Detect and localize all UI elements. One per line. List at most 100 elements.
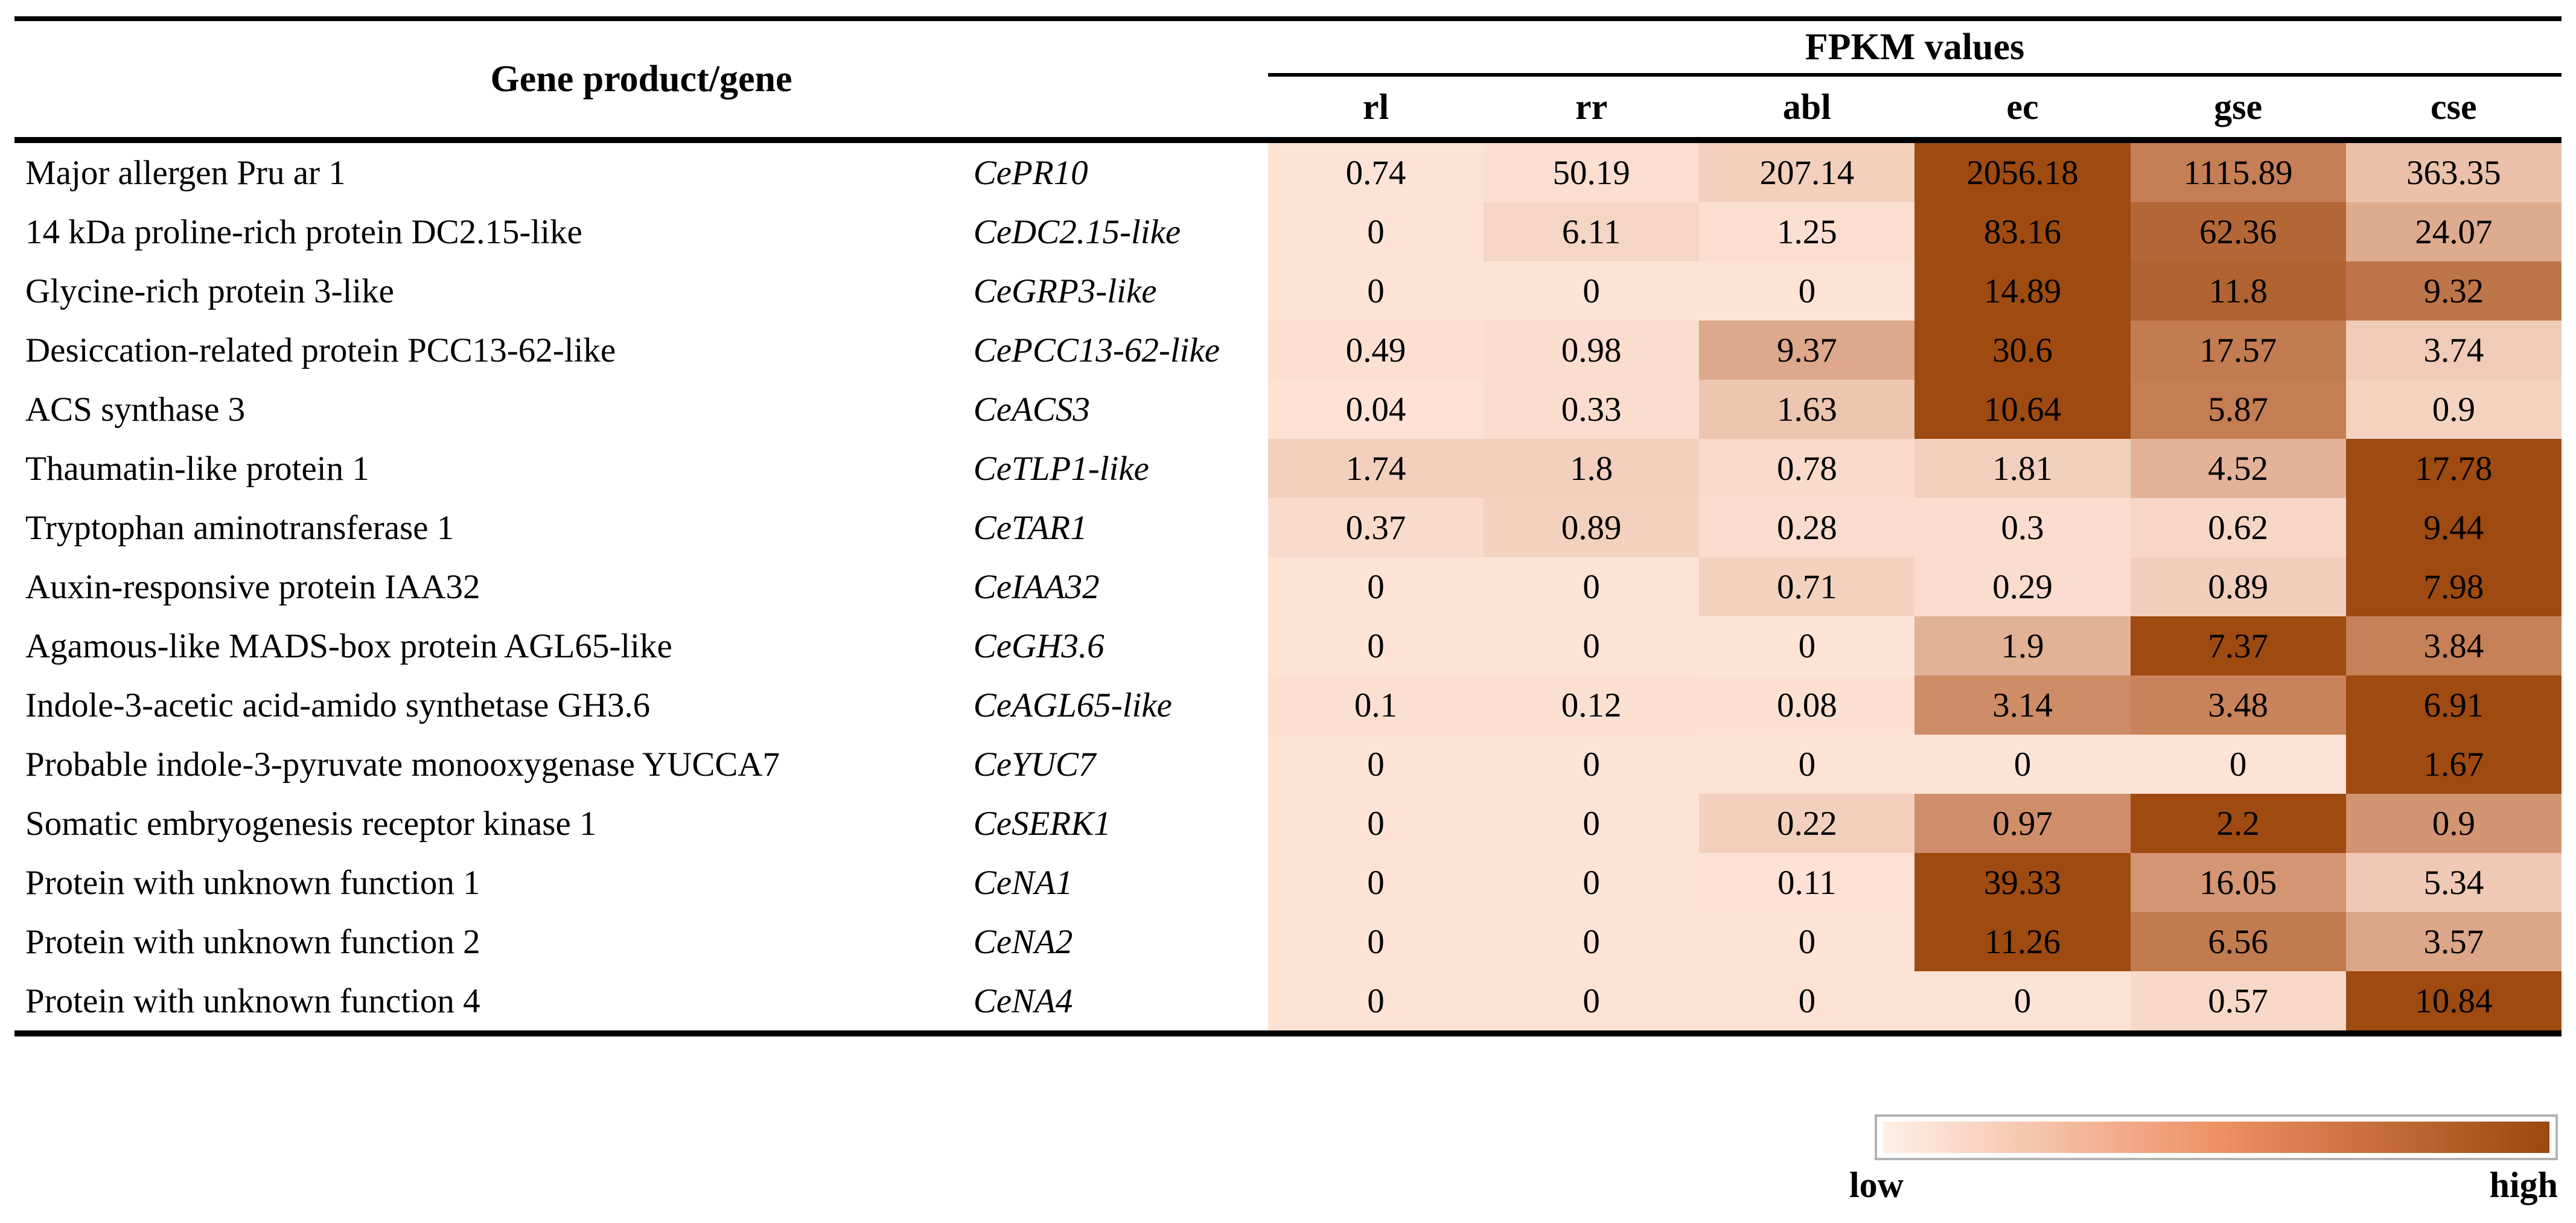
fpkm-value-cell: 1115.89	[2130, 140, 2346, 202]
fpkm-value-cell: 0.29	[1914, 557, 2131, 616]
gene-name-cell: CeSERK1	[973, 804, 1111, 843]
fpkm-value-cell: 0	[1267, 202, 1484, 261]
fpkm-value-cell: 10.84	[2345, 971, 2562, 1036]
fpkm-value-cell: 0	[1484, 616, 1700, 675]
fpkm-value-cell: 3.84	[2345, 616, 2562, 675]
fpkm-value-cell: 62.36	[2130, 202, 2346, 261]
color-scale-gradient-bar	[1883, 1122, 2549, 1153]
fpkm-value-cell: 0	[1484, 735, 1700, 794]
table-row: Indole-3-acetic acid-amido synthetase GH…	[14, 675, 2562, 735]
fpkm-column-header-rr: rr	[1484, 75, 1700, 143]
gene-product-cell: Tryptophan aminotransferase 1	[25, 508, 454, 547]
fpkm-value-cell: 0	[1484, 261, 1700, 321]
gene-product-cell: Agamous-like MADS-box protein AGL65-like	[25, 627, 672, 665]
gene-name-cell: CeAGL65-like	[973, 686, 1172, 724]
table-row: Major allergen Pru ar 1 CePR10 0.74 50.19 20…	[14, 140, 2562, 202]
gene-product-cell: Glycine-rich protein 3-like	[25, 272, 394, 310]
fpkm-value-cell: 1.8	[1484, 439, 1700, 498]
gene-name-cell: CeIAA32	[973, 567, 1100, 606]
gene-name-cell: CeDC2.15-like	[973, 212, 1181, 251]
fpkm-value-cell: 0	[1699, 971, 1915, 1036]
fpkm-value-cell: 1.25	[1699, 202, 1915, 261]
fpkm-value-cell: 0	[1267, 912, 1484, 971]
fpkm-value-cell: 24.07	[2345, 202, 2562, 261]
gene-name-cell: CePR10	[973, 153, 1088, 192]
fpkm-value-cell: 0.89	[2130, 557, 2346, 616]
fpkm-value-cell: 5.34	[2345, 853, 2562, 912]
table-row: Probable indole-3-pyruvate monooxygenase…	[14, 735, 2562, 794]
header-row-columns: rl rr abl ec gse cse	[14, 75, 2562, 143]
legend-low-label: low	[1849, 1165, 1904, 1205]
fpkm-column-header-abl: abl	[1699, 75, 1915, 143]
fpkm-value-cell: 0	[1267, 261, 1484, 321]
fpkm-value-cell: 0.9	[2345, 380, 2562, 439]
fpkm-value-cell: 0.9	[2345, 794, 2562, 853]
fpkm-value-cell: 11.8	[2130, 261, 2346, 321]
fpkm-value-cell: 0.22	[1699, 794, 1915, 853]
legend-high-label: high	[2489, 1165, 2558, 1205]
fpkm-value-cell: 0	[1267, 853, 1484, 912]
gene-product-cell: Indole-3-acetic acid-amido synthetase GH…	[25, 686, 651, 724]
fpkm-value-cell: 0	[1267, 616, 1484, 675]
gene-product-cell: Major allergen Pru ar 1	[25, 153, 346, 192]
fpkm-value-cell: 6.56	[2130, 912, 2346, 971]
fpkm-value-cell: 1.81	[1914, 439, 2131, 498]
gene-name-cell: CeTAR1	[973, 508, 1088, 547]
color-scale-legend: low high	[1849, 1114, 2558, 1205]
legend-labels: low high	[1849, 1165, 2558, 1205]
fpkm-value-cell: 3.74	[2345, 321, 2562, 380]
fpkm-value-cell: 1.67	[2345, 735, 2562, 794]
gene-name-cell: CeNA2	[973, 922, 1073, 961]
gene-name-cell: CeGRP3-like	[973, 272, 1157, 310]
fpkm-value-cell: 1.74	[1267, 439, 1484, 498]
fpkm-value-cell: 0.98	[1484, 321, 1700, 380]
fpkm-value-cell: 0.62	[2130, 498, 2346, 557]
fpkm-value-cell: 7.37	[2130, 616, 2346, 675]
gene-name-cell: CeTLP1-like	[973, 449, 1149, 488]
fpkm-value-cell: 3.14	[1914, 675, 2131, 735]
table-row: Protein with unknown function 1 CeNA1 0 0 0.…	[14, 853, 2562, 912]
fpkm-value-cell: 0	[1484, 557, 1700, 616]
fpkm-value-cell: 0	[1914, 971, 2131, 1036]
fpkm-value-cell: 0.89	[1484, 498, 1700, 557]
table-row: Desiccation-related protein PCC13-62-lik…	[14, 321, 2562, 380]
fpkm-value-cell: 0.97	[1914, 794, 2131, 853]
gene-name-cell: CeNA4	[929, 971, 1268, 1036]
fpkm-value-cell: 0	[1484, 971, 1700, 1036]
fpkm-value-cell: 0.08	[1699, 675, 1915, 735]
fpkm-column-header-gse: gse	[2130, 75, 2346, 143]
fpkm-value-cell: 7.98	[2345, 557, 2562, 616]
fpkm-value-cell: 9.44	[2345, 498, 2562, 557]
fpkm-value-cell: 0.57	[2130, 971, 2346, 1036]
gene-product-cell: ACS synthase 3	[25, 390, 246, 429]
fpkm-values-header: FPKM values	[1267, 19, 2562, 77]
gene-product-cell: Somatic embryogenesis receptor kinase 1	[25, 804, 597, 843]
fpkm-column-header-rl: rl	[1267, 75, 1484, 143]
fpkm-value-cell: 0.78	[1699, 439, 1915, 498]
gene-product-cell: Auxin-responsive protein IAA32	[25, 567, 480, 606]
table-row: Protein with unknown function 2 CeNA2 0 0 0 1…	[14, 912, 2562, 971]
fpkm-value-cell: 0.04	[1267, 380, 1484, 439]
fpkm-value-cell: 9.37	[1699, 321, 1915, 380]
table-row: Thaumatin-like protein 1 CeTLP1-like 1.74 1…	[14, 439, 2562, 498]
fpkm-value-cell: 0	[1484, 794, 1700, 853]
gene-name-cell: CePCC13-62-like	[973, 331, 1220, 369]
table-body: Major allergen Pru ar 1 CePR10 0.74 50.19 20…	[14, 140, 2562, 1036]
fpkm-value-cell: 39.33	[1914, 853, 2131, 912]
fpkm-value-cell: 0	[1699, 735, 1915, 794]
fpkm-value-cell: 4.52	[2130, 439, 2346, 498]
fpkm-value-cell: 0	[1267, 971, 1484, 1036]
fpkm-value-cell: 2056.18	[1914, 140, 2131, 202]
fpkm-value-cell: 0	[1267, 735, 1484, 794]
fpkm-value-cell: 1.63	[1699, 380, 1915, 439]
fpkm-value-cell: 0.74	[1267, 140, 1484, 202]
gene-product-cell: Desiccation-related protein PCC13-62-lik…	[25, 331, 616, 369]
table-row: Somatic embryogenesis receptor kinase 1 C…	[14, 794, 2562, 853]
gene-product-cell: Probable indole-3-pyruvate monooxygenase…	[25, 745, 780, 784]
color-scale-bar-frame	[1875, 1114, 2558, 1160]
fpkm-value-cell: 207.14	[1699, 140, 1915, 202]
table-row: Auxin-responsive protein IAA32 CeIAA32 0 0 0…	[14, 557, 2562, 616]
fpkm-value-cell: 0	[1484, 912, 1700, 971]
fpkm-value-cell: 0.11	[1699, 853, 1915, 912]
